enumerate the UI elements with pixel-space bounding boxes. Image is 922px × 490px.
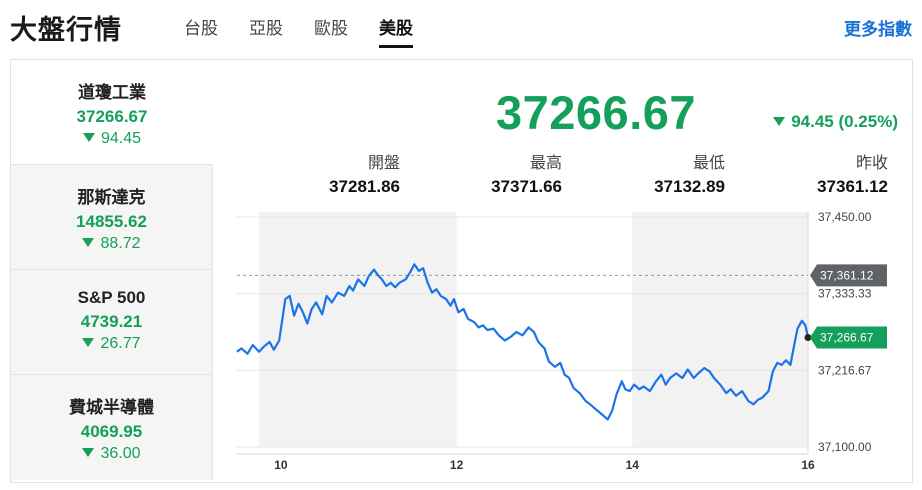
index-change-value: 26.77: [100, 335, 141, 352]
previous-close-label: 37,361.12: [820, 268, 874, 282]
market-panel: 道瓊工業 37266.67 94.45 那斯達克 14855.62 88.72 …: [10, 59, 913, 483]
index-value: 14855.62: [76, 212, 147, 231]
stat-value: 37371.66: [491, 177, 562, 196]
index-change: 26.77: [11, 335, 212, 353]
index-item-sp500[interactable]: S&P 500 4739.21 26.77: [11, 270, 213, 375]
stat-label: 最高: [529, 155, 562, 172]
last-price-label-bg: [810, 326, 887, 349]
tab-taiwan-stocks[interactable]: 台股: [184, 19, 218, 38]
index-change-value: 36.00: [100, 445, 141, 462]
market-tabs: 台股 亞股 歐股 美股: [184, 14, 444, 48]
stat-label: 開盤: [367, 155, 400, 172]
index-item-sox[interactable]: 費城半導體 4069.95 36.00: [11, 375, 213, 480]
index-list: 道瓊工業 37266.67 94.45 那斯達克 14855.62 88.72 …: [11, 60, 213, 482]
page-title: 大盤行情: [10, 15, 122, 45]
tab-us-stocks[interactable]: 美股: [379, 14, 413, 48]
index-item-nasdaq[interactable]: 那斯達克 14855.62 88.72: [11, 165, 213, 270]
index-change: 88.72: [11, 235, 212, 253]
previous-close-label-bg: [810, 264, 887, 287]
down-arrow-icon: [82, 238, 95, 247]
tab-asia-stocks[interactable]: 亞股: [249, 19, 283, 38]
stat-open: 開盤 37281.86: [280, 149, 400, 197]
index-change-value: 94.45: [100, 130, 142, 147]
index-name: 道瓊工業: [78, 83, 146, 102]
down-arrow-icon: [82, 448, 95, 457]
y-tick-label: 37,100.00: [818, 440, 872, 454]
price-change-value: 94.45 (0.25%): [791, 112, 898, 131]
index-change: 36.00: [11, 445, 212, 463]
y-tick-label: 37,333.33: [818, 287, 872, 301]
x-tick-label: 14: [626, 458, 640, 472]
down-arrow-icon: [773, 117, 786, 126]
stat-label: 昨收: [855, 155, 888, 172]
index-change-value: 88.72: [100, 235, 141, 252]
chart-band: [632, 212, 808, 447]
index-value: 4069.95: [80, 422, 143, 441]
x-tick-label: 10: [274, 458, 288, 472]
stat-value: 37281.86: [329, 177, 400, 196]
x-tick-label: 12: [450, 458, 464, 472]
stat-low: 最低 37132.89: [605, 149, 725, 197]
stat-value: 37361.12: [817, 177, 888, 196]
down-arrow-icon: [82, 338, 95, 347]
price-line: [236, 263, 810, 421]
stat-high: 最高 37371.66: [442, 149, 562, 197]
stat-value: 37132.89: [654, 177, 725, 196]
stat-label: 最低: [692, 155, 725, 172]
index-change: 94.45: [11, 130, 213, 148]
current-price: 37266.67: [496, 86, 697, 139]
index-name: 那斯達克: [77, 188, 146, 207]
down-arrow-icon: [82, 133, 95, 142]
y-tick-label: 37,450.00: [818, 210, 872, 224]
y-tick-label: 37,216.67: [818, 363, 872, 377]
tab-europe-stocks[interactable]: 歐股: [314, 19, 348, 38]
index-name: S&P 500: [77, 288, 146, 307]
more-indices-link[interactable]: 更多指數: [844, 20, 912, 39]
index-value: 4739.21: [80, 312, 143, 331]
index-item-dow[interactable]: 道瓊工業 37266.67 94.45: [11, 60, 213, 165]
intraday-chart[interactable]: 37,450.00 37,333.33 37,216.67 37,100.00 10 12…: [11, 60, 912, 482]
price-change: 94.45 (0.25%): [773, 112, 898, 132]
last-price-dot: [804, 333, 812, 341]
stat-prev-close: 昨收 37361.12: [768, 149, 888, 197]
index-name: 費城半導體: [69, 398, 154, 417]
x-tick-label: 16: [801, 458, 815, 472]
last-price-label: 37,266.67: [820, 330, 874, 344]
index-value: 37266.67: [76, 107, 148, 126]
chart-band: [258, 212, 457, 447]
